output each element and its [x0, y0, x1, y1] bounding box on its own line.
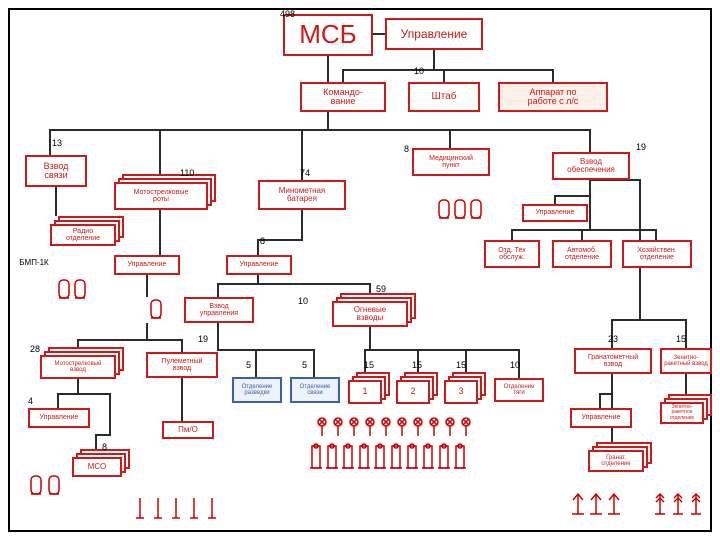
node-c1: 1	[348, 380, 382, 404]
node-rad: Радио отделение	[50, 224, 116, 246]
count-label: 4	[28, 396, 33, 406]
node-pul: Пулеметный взвод	[146, 352, 218, 378]
node-os: Отделение связи	[290, 377, 340, 403]
node-msr: Мотострелковые роты	[114, 182, 208, 210]
node-or: Отделение разведки	[232, 377, 282, 403]
count-label: 19	[198, 334, 208, 344]
node-c2: 2	[396, 380, 430, 404]
node-mort: Минометная батарея	[258, 180, 346, 210]
count-label: 8	[260, 236, 265, 246]
count-label: 8	[404, 144, 409, 154]
count-label: 10	[414, 66, 424, 76]
node-pm: Пм/О	[162, 421, 214, 439]
node-ctl1: Управление	[114, 255, 180, 275]
node-sig: Взвод связи	[25, 155, 87, 187]
count-label: 13	[52, 138, 62, 148]
node-otya: Отделение тяги	[494, 378, 544, 402]
count-label: 15	[412, 360, 422, 370]
count-label: 10	[510, 360, 520, 370]
count-label: 74	[300, 168, 310, 178]
node-go: Гранат. отделение	[588, 450, 644, 472]
count-label: 5	[302, 360, 307, 370]
node-hoz: Хозяйствен. отделение	[622, 240, 692, 268]
count-label: 15	[676, 334, 686, 344]
node-med: Медицинский пункт	[412, 148, 490, 176]
count-label: 110	[180, 168, 194, 178]
node-mso: МСО	[72, 457, 122, 477]
count-label: 15	[364, 360, 374, 370]
node-ctl4: Управление	[28, 408, 90, 428]
count-label: 5	[246, 360, 251, 370]
count-label: 15	[456, 360, 466, 370]
count-label: 498	[280, 9, 295, 19]
node-auto: Автомоб. отделение	[552, 240, 612, 268]
count-label: 8	[102, 442, 107, 452]
node-sup: Взвод обеспечения	[552, 152, 630, 180]
node-aa: Зенитно- ракетный взвод	[660, 348, 712, 374]
node-msv: Мотострелковый взвод	[40, 355, 116, 379]
node-cmd: Командо- вание	[300, 82, 386, 112]
node-msb: МСБ	[283, 14, 373, 56]
node-ctl3: Управление	[522, 204, 588, 222]
node-c3: 3	[444, 380, 478, 404]
node-gren: Гранатометный взвод	[574, 348, 652, 374]
count-label: 23	[608, 334, 618, 344]
node-ctl2: Управление	[226, 255, 292, 275]
node-ogn: Огневые взводы	[332, 301, 408, 327]
node-aao: Зенитно-ракетное отделение	[660, 402, 704, 424]
count-label: 19	[636, 142, 646, 152]
node-vzv: Взвод управления	[184, 297, 254, 323]
node-staff: Штаб	[408, 82, 480, 112]
node-ctl5: Управление	[570, 408, 632, 428]
node-app: Аппарат по работе с л/с	[498, 82, 608, 112]
node-bmp: БМП-1К	[12, 256, 56, 270]
count-label: 10	[298, 296, 308, 306]
node-tech: Отд. Тех обслуж.	[484, 240, 540, 268]
node-mgmt: Управление	[385, 18, 483, 50]
count-label: 28	[30, 344, 40, 354]
count-label: 59	[376, 284, 386, 294]
